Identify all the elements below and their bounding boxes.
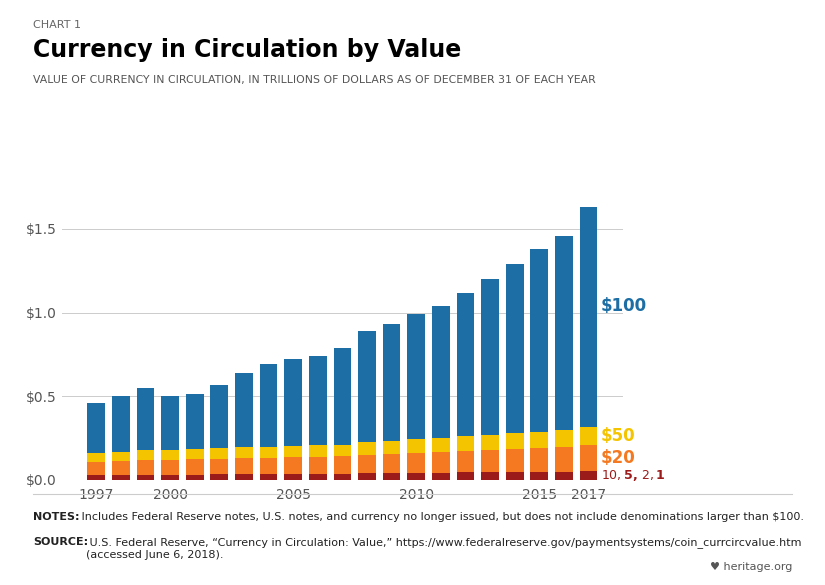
Text: U.S. Federal Reserve, “Currency in Circulation: Value,” https://www.federalreser: U.S. Federal Reserve, “Currency in Circu… (86, 537, 801, 559)
Bar (358, 473, 376, 480)
Bar (309, 474, 327, 480)
Bar (333, 347, 351, 445)
Bar (408, 439, 425, 453)
Bar (112, 452, 130, 462)
Bar (506, 433, 524, 449)
Text: NOTES:: NOTES: (33, 512, 79, 522)
Bar (137, 474, 154, 480)
Bar (456, 436, 474, 450)
Bar (161, 474, 179, 480)
Bar (112, 475, 130, 480)
Bar (555, 446, 573, 472)
Bar (481, 435, 499, 450)
Bar (285, 457, 302, 474)
Bar (456, 292, 474, 436)
Bar (210, 385, 229, 448)
Text: $50: $50 (601, 426, 636, 445)
Text: SOURCE:: SOURCE: (33, 537, 88, 547)
Bar (408, 453, 425, 473)
Bar (383, 473, 400, 480)
Bar (432, 306, 450, 438)
Bar (456, 450, 474, 472)
Bar (137, 388, 154, 450)
Bar (580, 472, 597, 480)
Bar (112, 462, 130, 475)
Bar (87, 403, 105, 453)
Bar (285, 446, 302, 457)
Bar (358, 331, 376, 442)
Text: Includes Federal Reserve notes, U.S. notes, and currency no longer issued, but d: Includes Federal Reserve notes, U.S. not… (78, 512, 804, 522)
Bar (580, 426, 597, 445)
Bar (186, 459, 204, 474)
Bar (383, 324, 400, 441)
Bar (186, 449, 204, 459)
Bar (530, 249, 548, 432)
Bar (481, 279, 499, 435)
Bar (383, 441, 400, 453)
Bar (555, 430, 573, 446)
Bar (309, 356, 327, 445)
Bar (161, 396, 179, 450)
Bar (432, 473, 450, 480)
Bar (555, 472, 573, 480)
Bar (506, 264, 524, 433)
Bar (235, 448, 252, 458)
Bar (530, 432, 548, 448)
Bar (260, 364, 277, 446)
Bar (432, 452, 450, 473)
Bar (408, 314, 425, 439)
Bar (210, 474, 229, 480)
Text: $10, $5, $2, $1: $10, $5, $2, $1 (601, 468, 666, 483)
Bar (309, 457, 327, 474)
Bar (481, 472, 499, 480)
Bar (137, 460, 154, 474)
Bar (137, 450, 154, 460)
Bar (358, 442, 376, 455)
Bar (358, 455, 376, 473)
Text: Currency in Circulation by Value: Currency in Circulation by Value (33, 38, 461, 62)
Bar (530, 472, 548, 480)
Bar (235, 458, 252, 474)
Bar (260, 474, 277, 480)
Text: ♥ heritage.org: ♥ heritage.org (710, 562, 792, 572)
Bar (210, 459, 229, 474)
Bar (506, 472, 524, 480)
Bar (333, 473, 351, 480)
Bar (432, 438, 450, 452)
Bar (530, 448, 548, 472)
Bar (186, 474, 204, 480)
Bar (186, 394, 204, 449)
Bar (285, 474, 302, 480)
Bar (408, 473, 425, 480)
Bar (87, 475, 105, 480)
Bar (161, 450, 179, 460)
Bar (285, 359, 302, 446)
Bar (506, 449, 524, 472)
Bar (260, 458, 277, 474)
Bar (235, 474, 252, 480)
Bar (580, 207, 597, 426)
Bar (333, 456, 351, 473)
Bar (112, 396, 130, 452)
Text: $100: $100 (601, 297, 647, 315)
Bar (260, 446, 277, 458)
Bar (555, 236, 573, 430)
Bar (235, 373, 252, 448)
Text: CHART 1: CHART 1 (33, 20, 81, 30)
Bar (333, 445, 351, 456)
Bar (161, 460, 179, 474)
Bar (456, 472, 474, 480)
Text: VALUE OF CURRENCY IN CIRCULATION, IN TRILLIONS OF DOLLARS AS OF DECEMBER 31 OF E: VALUE OF CURRENCY IN CIRCULATION, IN TRI… (33, 75, 596, 85)
Bar (309, 445, 327, 457)
Bar (481, 450, 499, 472)
Bar (87, 463, 105, 475)
Bar (87, 453, 105, 463)
Bar (383, 453, 400, 473)
Bar (210, 448, 229, 459)
Bar (580, 445, 597, 472)
Text: $20: $20 (601, 449, 636, 467)
